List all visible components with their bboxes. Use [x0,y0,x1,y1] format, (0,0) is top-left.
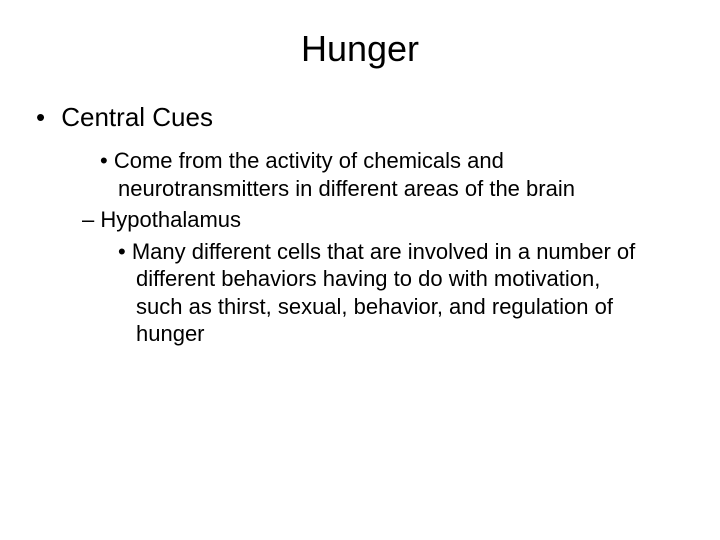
slide-title: Hunger [30,28,690,70]
bullet-level3-content: Many different cells that are involved i… [132,239,635,347]
bullet-level2-b-content: Hypothalamus [100,207,241,232]
bullet-level3: • Many different cells that are involved… [118,238,650,348]
bullet-marker-icon: • [118,239,126,264]
slide-container: Hunger • Central Cues • Come from the ac… [0,0,720,540]
bullet-level2-a: • Come from the activity of chemicals an… [100,147,650,202]
bullet-level1-text: Central Cues [61,102,213,132]
bullet-marker-icon: • [36,102,54,133]
bullet-level1: • Central Cues [36,102,690,133]
bullet-level2-a-content: Come from the activity of chemicals and … [114,148,575,201]
dash-marker-icon: – [82,207,94,232]
bullet-marker-icon: • [100,148,108,173]
bullet-level2-b: – Hypothalamus [82,206,650,234]
